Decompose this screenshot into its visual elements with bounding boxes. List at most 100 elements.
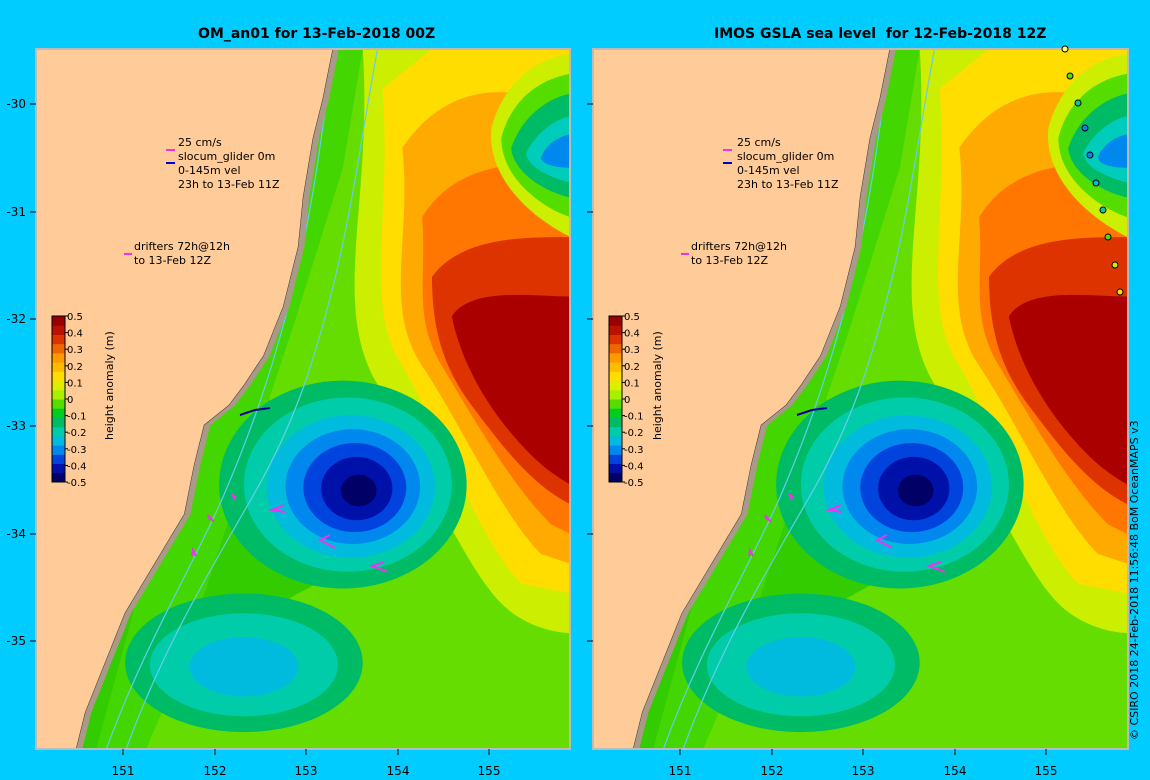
colorbar-swatch bbox=[52, 389, 65, 400]
colorbar-tick-label: -0.1 bbox=[624, 412, 644, 423]
colorbar-tick-label: 0.2 bbox=[67, 362, 83, 373]
colorbar-tick-label: -0.1 bbox=[67, 412, 87, 423]
legend-line-2: slocum_glider 0m bbox=[178, 150, 275, 163]
colorbar-swatch bbox=[52, 445, 65, 455]
colorbar-swatch bbox=[609, 454, 622, 465]
colorbar-swatch bbox=[609, 426, 622, 437]
colorbar-swatch bbox=[52, 463, 65, 474]
colorbar-swatch bbox=[52, 352, 65, 363]
glider-track-right bbox=[796, 407, 828, 416]
colorbar-swatch bbox=[609, 352, 622, 363]
colorbar-swatch bbox=[52, 435, 65, 446]
colorbar-tick-label: 0.1 bbox=[67, 378, 83, 389]
colorbar-left: 0.5 0.4 0.3 0.2 0.1 0 -0.1 -0.2 -0.3 -0.4 -0.5 hei… bbox=[51, 312, 116, 489]
axes: 151 152 153 154 155 151 152 153 154 155 -30 -31 -32 -… bbox=[6, 97, 1057, 778]
y-tick-label: -31 bbox=[6, 205, 26, 219]
x-tick-label: 155 bbox=[1035, 764, 1058, 778]
colorbar-label: height anomaly (m) bbox=[103, 331, 116, 440]
y-tick-label: -33 bbox=[6, 419, 26, 433]
drifter-tracks-left bbox=[191, 493, 389, 573]
colorbar-swatch bbox=[609, 325, 622, 335]
colorbar-right: 0.5 0.4 0.3 0.2 0.1 0 -0.1 -0.2 -0.3 -0.4 -0.5 hei… bbox=[608, 312, 664, 489]
x-tick-label: 154 bbox=[944, 764, 967, 778]
credit-text: © CSIRO 2018 24-Feb-2018 11:56:48 BoM Oc… bbox=[1128, 420, 1141, 740]
x-tick-label: 152 bbox=[761, 764, 784, 778]
colorbar-swatch bbox=[609, 316, 622, 326]
colorbar-swatch bbox=[609, 445, 622, 455]
colorbar-tick-label: -0.5 bbox=[67, 478, 87, 489]
colorbar-tick-label: 0.4 bbox=[624, 329, 640, 340]
colorbar-swatch bbox=[52, 472, 65, 483]
colorbar-label: height anomaly (m) bbox=[651, 331, 664, 440]
y-tick-label: -35 bbox=[6, 634, 26, 648]
legend-line-4: 23h to 13-Feb 11Z bbox=[178, 178, 280, 191]
colorbar-swatch bbox=[609, 463, 622, 474]
colorbar-swatch bbox=[52, 417, 65, 428]
legend-line-2: slocum_glider 0m bbox=[737, 150, 834, 163]
colorbar-swatch bbox=[609, 399, 622, 409]
x-tick-label: 153 bbox=[852, 764, 875, 778]
colorbar-swatch bbox=[609, 435, 622, 446]
colorbar-tick-label: 0.3 bbox=[67, 345, 83, 356]
panel-right-frame bbox=[592, 48, 1129, 750]
velocity-legend-left: 25 cm/s slocum_glider 0m 0-145m vel 23h … bbox=[124, 136, 280, 267]
drifter-legend-2: to 13-Feb 12Z bbox=[691, 254, 768, 267]
colorbar-swatch bbox=[52, 371, 65, 382]
panel-left-title: OM_an01 for 13-Feb-2018 00Z bbox=[198, 26, 436, 42]
drifter-legend-1: drifters 72h@12h bbox=[691, 240, 787, 253]
colorbar-swatch bbox=[52, 426, 65, 437]
drifter-tracks-right bbox=[748, 493, 946, 573]
legend-line-1: 25 cm/s bbox=[178, 136, 222, 149]
legend-line-4: 23h to 13-Feb 11Z bbox=[737, 178, 839, 191]
x-tick-label: 154 bbox=[387, 764, 410, 778]
x-tick-label: 151 bbox=[112, 764, 135, 778]
y-tick-label: -32 bbox=[6, 312, 26, 326]
colorbar-swatch bbox=[52, 454, 65, 465]
panel-left-map: 25 cm/s slocum_glider 0m 0-145m vel 23h … bbox=[35, 48, 571, 750]
colorbar-swatch bbox=[609, 343, 622, 354]
velocity-legend-right: 25 cm/s slocum_glider 0m 0-145m vel 23h … bbox=[681, 136, 839, 267]
colorbar-tick-label: 0.5 bbox=[67, 312, 83, 323]
colorbar-swatch bbox=[609, 472, 622, 483]
colorbar-tick-label: -0.5 bbox=[624, 478, 644, 489]
colorbar-tick-label: 0.2 bbox=[624, 362, 640, 373]
colorbar-swatch bbox=[609, 408, 622, 418]
colorbar-tick-label: 0.3 bbox=[624, 345, 640, 356]
legend-line-3: 0-145m vel bbox=[178, 164, 241, 177]
colorbar-swatch bbox=[52, 334, 65, 345]
x-tick-label: 155 bbox=[478, 764, 501, 778]
colorbar-tick-label: -0.4 bbox=[624, 461, 644, 472]
colorbar-swatch bbox=[52, 325, 65, 335]
panel-right-map: 25 cm/s slocum_glider 0m 0-145m vel 23h … bbox=[592, 45, 1129, 750]
x-tick-label: 153 bbox=[295, 764, 318, 778]
colorbar-tick-label: -0.2 bbox=[624, 428, 644, 439]
x-tick-label: 151 bbox=[669, 764, 692, 778]
drifter-legend-2: to 13-Feb 12Z bbox=[134, 254, 211, 267]
drifter-legend-1: drifters 72h@12h bbox=[134, 240, 230, 253]
x-tick-label: 152 bbox=[204, 764, 227, 778]
colorbar-tick-label: 0 bbox=[624, 395, 630, 406]
colorbar-swatch bbox=[52, 343, 65, 354]
y-tick-label: -34 bbox=[6, 527, 26, 541]
colorbar-tick-label: 0 bbox=[67, 395, 73, 406]
colorbar-swatch bbox=[52, 362, 65, 372]
colorbar-swatch bbox=[609, 362, 622, 372]
y-tick-label: -30 bbox=[6, 97, 26, 111]
colorbar-tick-label: -0.3 bbox=[624, 445, 644, 456]
colorbar-swatch bbox=[52, 380, 65, 391]
colorbar-swatch bbox=[52, 408, 65, 418]
colorbar-tick-label: 0.4 bbox=[67, 329, 83, 340]
colorbar-tick-label: -0.4 bbox=[67, 461, 87, 472]
colorbar-swatch bbox=[52, 399, 65, 409]
colorbar-tick-label: -0.3 bbox=[67, 445, 87, 456]
legend-line-3: 0-145m vel bbox=[737, 164, 800, 177]
panel-right-title: IMOS GSLA sea level for 12-Feb-2018 12Z bbox=[714, 26, 1047, 42]
legend-line-1: 25 cm/s bbox=[737, 136, 781, 149]
colorbar-swatch bbox=[609, 334, 622, 345]
colorbar-swatch bbox=[609, 380, 622, 391]
colorbar-swatch bbox=[609, 371, 622, 382]
colorbar-tick-label: 0.5 bbox=[624, 312, 640, 323]
glider-track-left bbox=[239, 407, 271, 416]
colorbar-tick-label: -0.2 bbox=[67, 428, 87, 439]
